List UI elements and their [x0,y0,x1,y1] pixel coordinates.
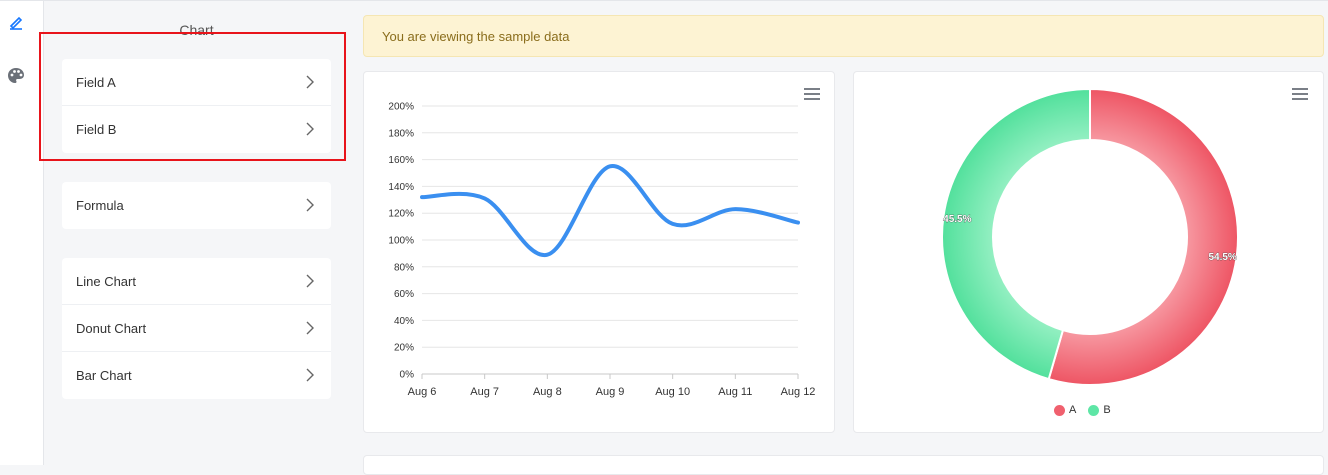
legend-label: A [1069,404,1077,416]
chevron-right-icon [306,368,314,382]
x-tick-label: Aug 12 [781,386,816,398]
chevron-right-icon [306,198,314,212]
formula-item[interactable]: Formula [62,182,331,229]
y-tick-label: 20% [394,343,414,354]
legend-item[interactable]: B [1088,404,1111,416]
item-label: Formula [76,198,124,213]
x-tick-label: Aug 11 [718,386,752,398]
sample-data-notice: You are viewing the sample data [363,15,1324,57]
x-tick-label: Aug 9 [596,386,625,398]
chevron-right-icon [306,75,314,89]
chart-settings-panel: Chart Field A Field B Formula Line Chart… [44,1,349,465]
chart-menu-icon[interactable] [804,88,820,100]
chevron-right-icon [306,274,314,288]
donut-slice[interactable] [1047,87,1239,386]
x-tick-label: Aug 10 [655,386,690,398]
donut-chart: 54.5% 45.5% [941,87,1239,386]
x-tick-label: Aug 8 [533,386,562,398]
y-tick-label: 140% [388,182,414,193]
chevron-right-icon [306,321,314,335]
series-line [420,164,800,257]
y-tick-label: 60% [394,289,414,300]
x-tick-label: Aug 7 [470,386,499,398]
legend-label: B [1103,404,1111,416]
field-b-item[interactable]: Field B [62,106,331,153]
pencil-icon[interactable] [5,11,27,33]
field-a-item[interactable]: Field A [62,59,331,106]
legend-item[interactable]: A [1054,404,1076,416]
icon-rail [0,1,44,465]
line-chart-card: 0% 20% 40% 60% 80% 100% 120% 140% 160% 180% 200% Au… [363,71,835,433]
item-label: Bar Chart [76,368,132,383]
item-label: Field B [76,122,117,137]
y-tick-label: 0% [400,370,415,381]
slice-label: 54.5% [1208,252,1236,263]
notice-text: You are viewing the sample data [382,28,570,44]
y-tick-label: 200% [388,102,414,113]
y-tick-label: 80% [394,262,414,273]
line-chart-item[interactable]: Line Chart [62,258,331,305]
chevron-right-icon [306,122,314,136]
item-label: Field A [76,74,116,90]
panel-title: Chart [179,22,214,38]
slice-label: 45.5% [943,214,971,225]
fields-group: Field A Field B [62,59,331,153]
bar-chart-item[interactable]: Bar Chart [62,352,331,399]
y-tick-label: 40% [394,316,414,327]
donut-slice[interactable] [941,87,1091,381]
line-chart: 0% 20% 40% 60% 80% 100% 120% 140% 160% 180% 200% Au… [388,102,816,399]
palette-icon[interactable] [5,65,27,87]
legend-dot [1088,404,1100,416]
top-border [0,0,1328,1]
donut-chart-item[interactable]: Donut Chart [62,305,331,352]
item-label: Donut Chart [76,320,147,336]
item-label: Line Chart [76,273,136,289]
y-tick-label: 180% [388,128,414,139]
legend-dot [1054,404,1065,416]
y-tick-label: 100% [388,236,414,247]
chart-menu-icon[interactable] [1292,88,1308,100]
x-tick-label: Aug 6 [408,386,437,398]
bottom-card [363,455,1324,475]
chart-types-group: Line Chart Donut Chart Bar Chart [62,258,331,399]
y-tick-label: 160% [388,155,414,166]
y-tick-label: 120% [388,209,414,220]
formula-group: Formula [62,182,331,229]
